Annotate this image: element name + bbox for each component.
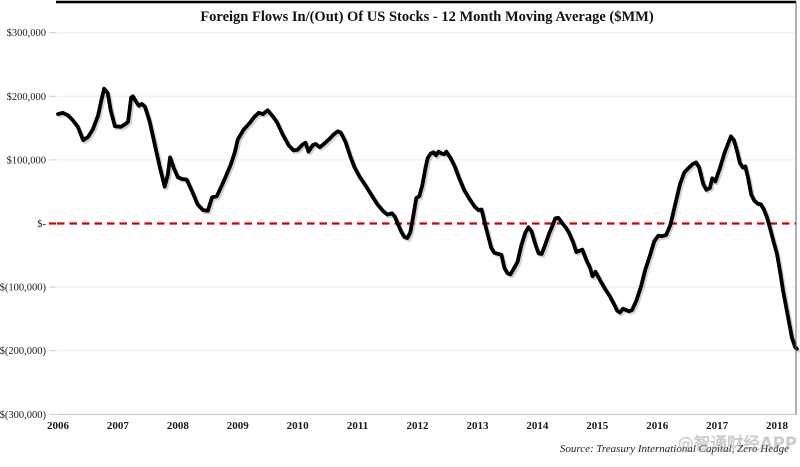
- x-axis-label: 2013: [466, 420, 489, 432]
- x-axis-label: 2008: [167, 420, 190, 432]
- y-axis-label: $-: [37, 219, 46, 230]
- plot-layer: [56, 86, 800, 353]
- watermark: @智通财经APP: [678, 433, 797, 453]
- x-axis-label: 2018: [766, 420, 789, 432]
- source-note: Source: Treasury International Capital, …: [560, 443, 789, 455]
- y-axis-label: $(100,000): [0, 283, 46, 294]
- y-axis-label: $100,000: [7, 155, 46, 166]
- frame-layer: [56, 0, 797, 415]
- x-axis-label: 2017: [706, 420, 729, 432]
- x-axis-label: 2007: [107, 420, 130, 432]
- data-line-shadow: [57, 88, 800, 353]
- x-axis-label: 2006: [47, 420, 70, 432]
- x-axis-label: 2014: [526, 420, 549, 432]
- grid-layer: [49, 32, 796, 415]
- data-line: [56, 86, 799, 351]
- y-axis-label: $(200,000): [0, 346, 46, 357]
- y-axis-label: $300,000: [7, 28, 46, 39]
- x-axis-label: 2012: [407, 420, 430, 432]
- x-axis-label: 2016: [646, 420, 669, 432]
- chart-title: Foreign Flows In/(Out) Of US Stocks - 12…: [200, 9, 654, 25]
- x-axis-label: 2015: [586, 420, 609, 432]
- x-axis-label: 2011: [347, 420, 368, 432]
- y-axis-label: $200,000: [7, 92, 46, 103]
- y-axis-label: $(300,000): [0, 410, 46, 421]
- axis-label-layer: $300,000 $200,000 $100,000 $- $(100,000) $(20…: [0, 28, 789, 432]
- x-axis-label: 2009: [227, 420, 250, 432]
- x-axis-label: 2010: [287, 420, 310, 432]
